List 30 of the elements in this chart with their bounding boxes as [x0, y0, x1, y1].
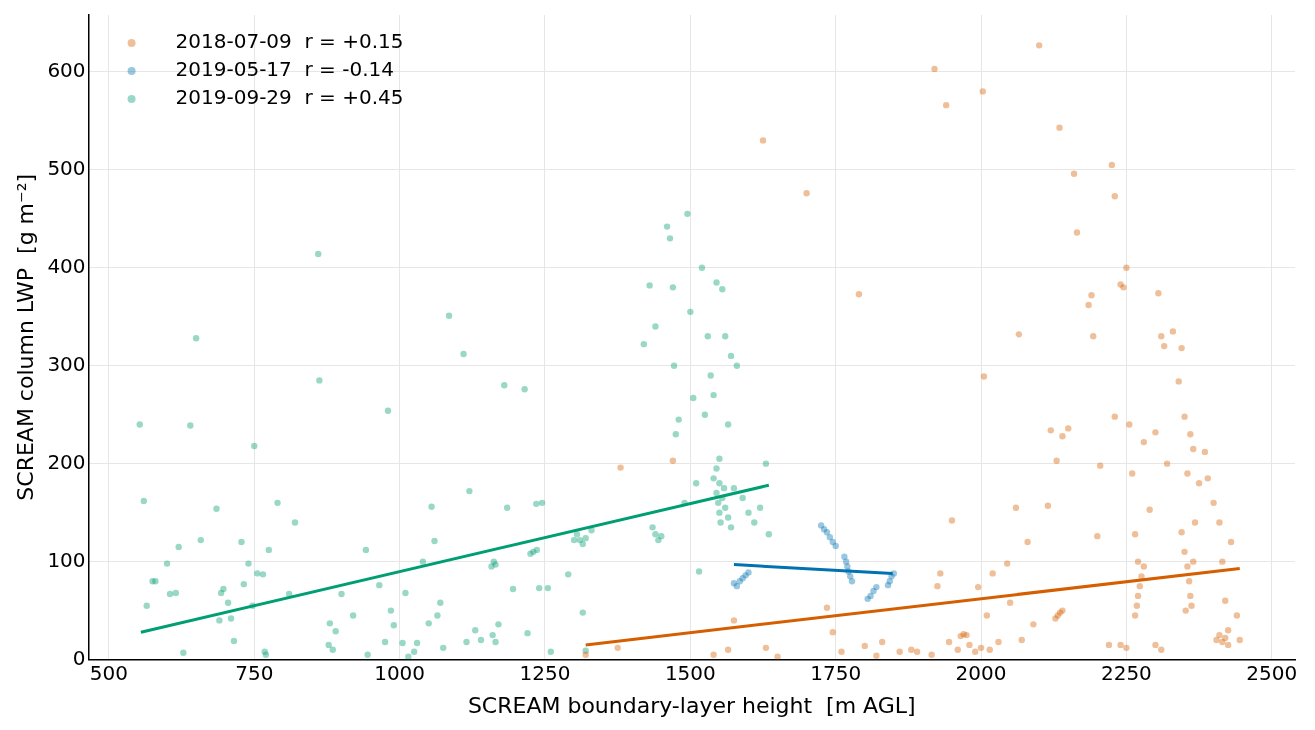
x-tick-label: 750: [235, 660, 274, 685]
y-tick-label: 600: [47, 58, 86, 83]
point: [847, 573, 854, 580]
x-tick-label: 2500: [1246, 660, 1298, 685]
x-tick-label: 1250: [519, 660, 571, 685]
point: [873, 583, 880, 591]
point: [845, 568, 852, 575]
x-axis-title: SCREAM boundary-layer height [m AGL]: [467, 692, 916, 718]
y-axis-title: SCREAM column LWP [g m⁻²]: [12, 173, 38, 501]
x-tick-label: 1750: [810, 660, 862, 685]
y-tick-label: 300: [47, 351, 86, 376]
legend-label: 2018-07-09 r = +0.15: [175, 29, 404, 54]
y-tick-label: 0: [72, 645, 86, 670]
y-tick-label: 500: [47, 155, 86, 180]
point: [848, 578, 856, 585]
x-tick-label: 1000: [374, 660, 426, 685]
point: [826, 533, 834, 541]
legend-label: 2019-09-29 r = +0.45: [175, 85, 404, 110]
y-tick-label: 200: [47, 449, 86, 474]
x-tick-label: 500: [89, 660, 129, 685]
point: [841, 553, 848, 560]
point: [886, 578, 893, 585]
y-tick-label: 400: [47, 253, 86, 278]
x-tick-label: 2250: [1100, 660, 1152, 685]
x-tick-label: 2000: [955, 660, 1007, 685]
point: [870, 587, 877, 595]
y-tick-label: 100: [47, 547, 86, 572]
point: [832, 542, 839, 550]
legend-label: 2019-05-17 r = -0.14: [175, 57, 394, 82]
x-tick-label: 1500: [664, 660, 716, 685]
